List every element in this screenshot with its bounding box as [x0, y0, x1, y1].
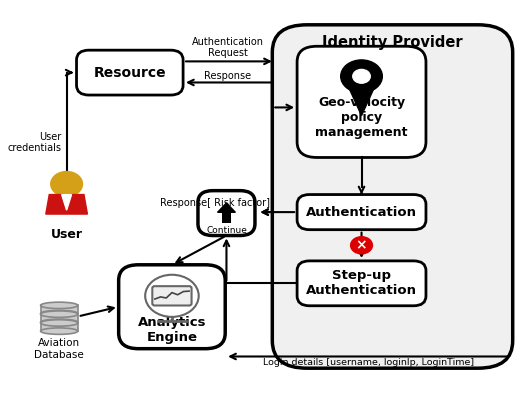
FancyBboxPatch shape: [40, 314, 78, 322]
Text: Authentication
Request: Authentication Request: [192, 37, 264, 58]
Polygon shape: [217, 203, 235, 212]
Ellipse shape: [40, 311, 78, 318]
Polygon shape: [46, 195, 88, 214]
Polygon shape: [62, 195, 72, 210]
FancyBboxPatch shape: [297, 46, 426, 158]
Ellipse shape: [40, 302, 78, 309]
Circle shape: [341, 60, 383, 93]
Text: Continue: Continue: [206, 226, 247, 235]
Text: User
credentials: User credentials: [8, 132, 62, 153]
Text: Login details [username, loginIp, LoginTime]: Login details [username, loginIp, LoginT…: [264, 358, 475, 367]
Text: ×: ×: [356, 238, 367, 252]
Ellipse shape: [40, 319, 78, 325]
Circle shape: [353, 70, 370, 83]
Text: Response[ Risk factor]: Response[ Risk factor]: [160, 198, 270, 208]
FancyBboxPatch shape: [118, 265, 225, 349]
Text: Analytics
Engine: Analytics Engine: [138, 316, 206, 344]
Circle shape: [51, 171, 82, 196]
Text: Identity Provider: Identity Provider: [322, 35, 463, 50]
Text: Aviation
Database: Aviation Database: [34, 338, 84, 360]
FancyBboxPatch shape: [152, 286, 192, 305]
FancyBboxPatch shape: [40, 323, 78, 331]
Text: Step-up
Authentication: Step-up Authentication: [306, 269, 417, 298]
FancyBboxPatch shape: [40, 305, 78, 314]
Ellipse shape: [40, 310, 78, 317]
Text: Authentication: Authentication: [306, 206, 417, 219]
Ellipse shape: [40, 320, 78, 326]
Text: Resource: Resource: [93, 66, 166, 80]
Polygon shape: [346, 81, 377, 116]
Ellipse shape: [40, 328, 78, 334]
Text: Geo-velocity
policy
management: Geo-velocity policy management: [315, 96, 408, 139]
Circle shape: [351, 237, 373, 254]
FancyBboxPatch shape: [297, 261, 426, 306]
Circle shape: [145, 275, 199, 317]
FancyBboxPatch shape: [222, 212, 231, 223]
Text: Response: Response: [204, 70, 252, 81]
Text: User: User: [51, 228, 83, 241]
FancyBboxPatch shape: [272, 25, 512, 368]
FancyBboxPatch shape: [77, 50, 183, 95]
FancyBboxPatch shape: [198, 191, 255, 235]
FancyBboxPatch shape: [297, 195, 426, 230]
